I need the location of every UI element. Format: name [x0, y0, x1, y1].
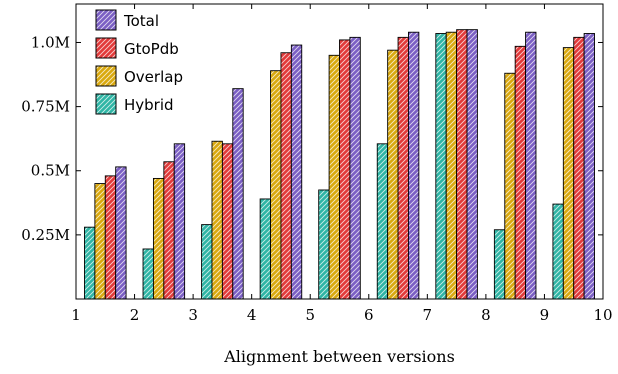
bar-total-6	[408, 31, 420, 300]
bar-overlap-2	[152, 177, 165, 300]
bar-overlap-3	[211, 140, 223, 300]
bar-gtopdb-4	[280, 52, 292, 300]
bar-total-7	[466, 29, 478, 300]
legend: Total GtoPdb Overlap Hybrid	[95, 9, 183, 115]
bar-overlap-9	[562, 47, 575, 300]
bar-total-4	[290, 44, 303, 300]
bar-overlap-6	[387, 49, 399, 300]
x-tick-label: 9	[540, 306, 550, 324]
bar-hybrid-9	[552, 203, 564, 300]
bar-hybrid-4	[259, 198, 271, 300]
bar-gtopdb-9	[573, 36, 585, 300]
legend-swatch-hybrid	[95, 93, 117, 115]
bar-total-1	[115, 166, 127, 300]
bar-gtopdb-2	[163, 161, 175, 300]
legend-label-gtopdb: GtoPdb	[124, 40, 179, 58]
bar-gtopdb-1	[104, 175, 117, 300]
x-tick-label: 10	[593, 306, 612, 324]
legend-swatch-overlap	[95, 65, 117, 87]
bar-gtopdb-5	[339, 39, 351, 300]
bar-hybrid-2	[142, 248, 154, 300]
bar-gtopdb-7	[456, 29, 468, 300]
x-tick-label: 8	[481, 306, 491, 324]
bar-gtopdb-8	[514, 45, 527, 300]
bar-hybrid-3	[201, 224, 213, 300]
bar-total-5	[349, 36, 361, 300]
y-tick-label: 0.5M	[31, 162, 70, 180]
bar-total-2	[173, 143, 186, 300]
x-tick-label: 4	[247, 306, 257, 324]
y-tick-label: 0.75M	[21, 98, 70, 116]
bar-total-3	[232, 88, 244, 300]
x-tick-label: 3	[188, 306, 198, 324]
plot-frame	[75, 3, 604, 300]
x-tick-label: 6	[364, 306, 374, 324]
bar-hybrid-7	[435, 33, 447, 300]
bar-overlap-4	[270, 70, 282, 300]
x-tick-label: 1	[71, 306, 81, 324]
bar-total-9	[583, 33, 595, 300]
x-tick-label: 5	[305, 306, 315, 324]
x-axis: 1 2 3 4 5 6 7 8 9 10	[71, 4, 613, 324]
x-tick-label: 7	[423, 306, 433, 324]
legend-label-overlap: Overlap	[124, 68, 183, 86]
legend-label-total: Total	[123, 12, 159, 30]
bar-gtopdb-6	[397, 36, 409, 300]
y-tick-label: 1.0M	[31, 33, 70, 51]
bar-overlap-8	[504, 72, 516, 300]
x-axis-title: Alignment between versions	[223, 347, 455, 366]
bar-overlap-5	[328, 54, 340, 300]
bars-group	[84, 29, 595, 300]
bar-overlap-7	[445, 31, 458, 300]
bar-total-8	[525, 31, 537, 300]
legend-swatch-total	[95, 9, 117, 31]
bar-overlap-1	[94, 183, 106, 300]
bar-hybrid-6	[376, 143, 389, 300]
bar-hybrid-8	[493, 229, 506, 300]
bar-hybrid-5	[318, 189, 330, 300]
x-tick-label: 2	[130, 306, 140, 324]
bar-gtopdb-3	[221, 143, 234, 300]
y-axis: 0.25M 0.5M 0.75M 1.0M	[21, 33, 603, 244]
bar-hybrid-1	[84, 226, 96, 300]
y-tick-label: 0.25M	[21, 226, 70, 244]
legend-label-hybrid: Hybrid	[124, 96, 174, 114]
legend-swatch-gtopdb	[95, 37, 117, 59]
